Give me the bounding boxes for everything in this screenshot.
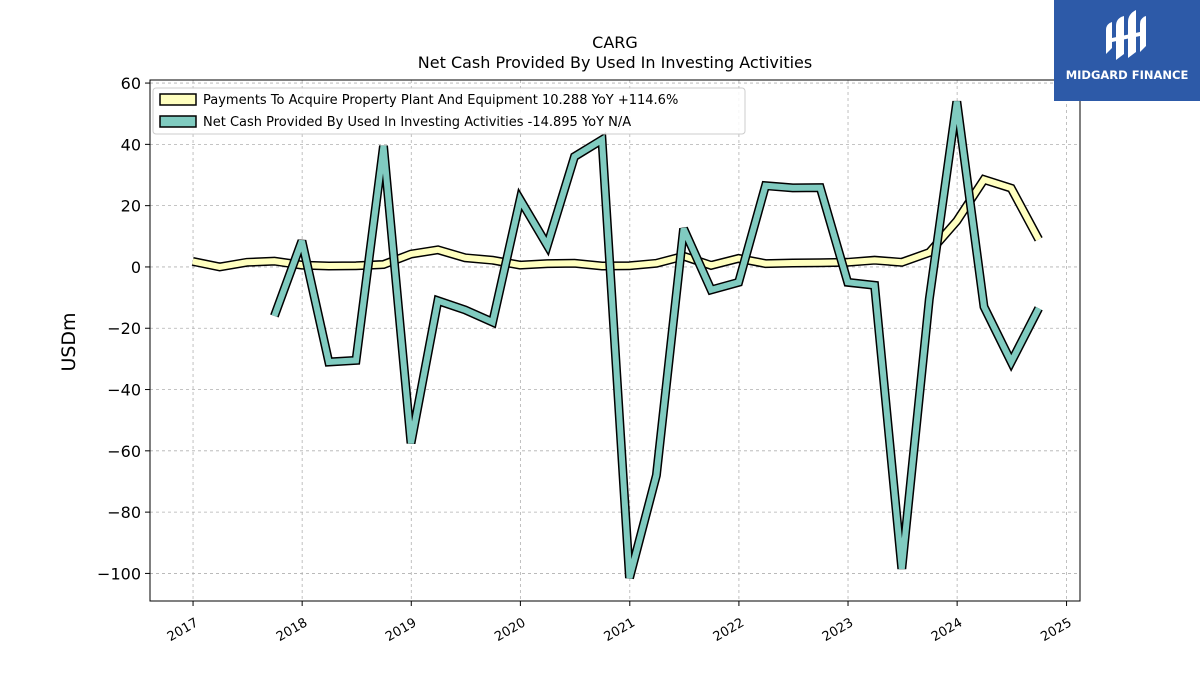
midgard-logo-icon xyxy=(1106,10,1146,60)
y-tick-label: −20 xyxy=(107,319,141,338)
series-line-outline xyxy=(191,174,1043,272)
chart-subtitle: Net Cash Provided By Used In Investing A… xyxy=(418,53,812,72)
x-tick-label: 2025 xyxy=(1038,615,1074,645)
y-axis-ticks: 60 40 20 0 −20 −40 −60 −80 −100 xyxy=(97,74,150,583)
legend-swatch-capex xyxy=(159,93,197,106)
legend-box xyxy=(152,87,746,135)
x-tick-label: 2023 xyxy=(820,615,856,645)
y-tick-label: −40 xyxy=(107,381,141,400)
series-line xyxy=(192,176,1042,270)
y-axis-label: USDm xyxy=(58,312,80,371)
y-tick-label: 20 xyxy=(121,197,141,216)
legend-label-investing: Net Cash Provided By Used In Investing A… xyxy=(203,115,631,130)
x-tick-label: 2021 xyxy=(602,615,638,645)
x-axis-ticks: 2017 2018 2019 2020 2021 2022 2023 2024 2025 xyxy=(165,601,1075,645)
chart-title: CARG xyxy=(592,33,638,52)
series-lines xyxy=(191,100,1043,580)
legend: Payments To Acquire Property Plant And E… xyxy=(152,87,746,135)
plot-frame xyxy=(149,79,1081,602)
y-tick-label: 60 xyxy=(121,74,141,93)
legend-label-capex: Payments To Acquire Property Plant And E… xyxy=(203,93,678,108)
brand-logo: MIDGARD FINANCE xyxy=(1054,0,1200,101)
y-tick-label: −100 xyxy=(97,564,141,583)
x-tick-label: 2019 xyxy=(383,615,419,645)
x-tick-label: 2017 xyxy=(165,615,201,645)
x-tick-label: 2024 xyxy=(929,615,965,645)
x-tick-label: 2020 xyxy=(492,615,528,645)
series-line xyxy=(271,101,1042,579)
x-tick-label: 2018 xyxy=(274,615,310,645)
y-tick-label: −60 xyxy=(107,442,141,461)
y-tick-label: −80 xyxy=(107,503,141,522)
x-tick-label: 2022 xyxy=(711,615,747,645)
legend-swatch-investing xyxy=(159,115,197,128)
logo-text: MIDGARD FINANCE xyxy=(1065,68,1189,82)
y-tick-label: 40 xyxy=(121,135,141,154)
y-tick-label: 0 xyxy=(131,258,141,277)
